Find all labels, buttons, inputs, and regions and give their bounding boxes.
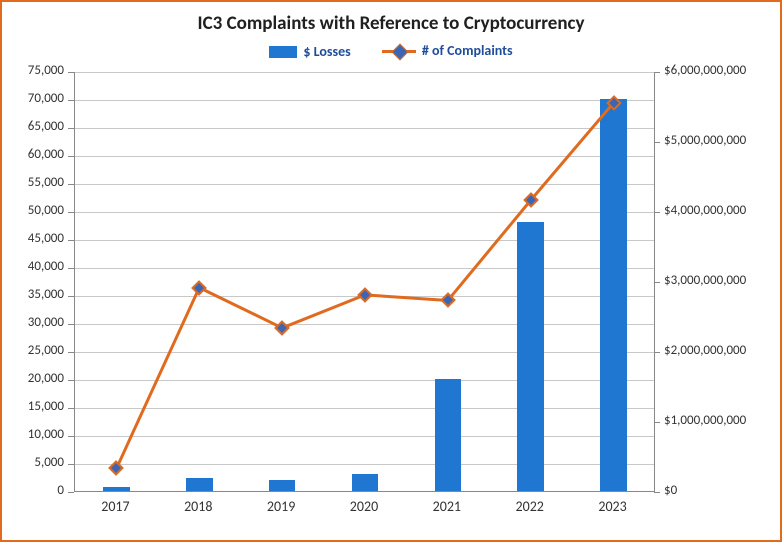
x-label: 2017	[74, 498, 157, 515]
x-label: 2018	[157, 498, 240, 515]
y-right-tick	[654, 142, 660, 143]
y-left-tick	[68, 296, 74, 297]
y-right-tick	[654, 282, 660, 283]
y-left-tick	[68, 324, 74, 325]
y-left-tick	[68, 72, 74, 73]
y-left-label: 0	[2, 483, 64, 498]
y-left-label: 30,000	[2, 315, 64, 330]
x-label: 2023	[571, 498, 654, 515]
y-left-tick	[68, 128, 74, 129]
y-right-label: $1,000,000,000	[664, 413, 746, 428]
y-left-tick	[68, 380, 74, 381]
x-label: 2022	[488, 498, 571, 515]
y-left-tick	[68, 268, 74, 269]
y-left-label: 75,000	[2, 63, 64, 78]
y-left-tick	[68, 240, 74, 241]
chart-frame: IC3 Complaints with Reference to Cryptoc…	[0, 0, 782, 542]
y-left-tick	[68, 436, 74, 437]
y-left-tick	[68, 184, 74, 185]
y-left-label: 65,000	[2, 119, 64, 134]
y-right-tick	[654, 72, 660, 73]
y-left-label: 20,000	[2, 371, 64, 386]
y-right-label: $6,000,000,000	[664, 63, 746, 78]
x-label: 2019	[240, 498, 323, 515]
y-right-label: $0	[664, 483, 677, 498]
y-left-label: 10,000	[2, 427, 64, 442]
plot-area	[74, 72, 654, 492]
y-right-label: $5,000,000,000	[664, 133, 746, 148]
y-right-label: $2,000,000,000	[664, 343, 746, 358]
y-left-tick	[68, 464, 74, 465]
y-right-tick	[654, 492, 660, 493]
x-label: 2020	[323, 498, 406, 515]
y-right-tick	[654, 422, 660, 423]
y-right-tick	[654, 352, 660, 353]
y-left-label: 55,000	[2, 175, 64, 190]
y-left-label: 70,000	[2, 91, 64, 106]
y-right-tick	[654, 212, 660, 213]
bar-swatch-icon	[269, 46, 297, 58]
chart-title: IC3 Complaints with Reference to Cryptoc…	[2, 12, 780, 35]
legend-label-losses: $ Losses	[303, 43, 350, 60]
y-right-label: $3,000,000,000	[664, 273, 746, 288]
y-left-label: 5,000	[2, 455, 64, 470]
y-left-label: 45,000	[2, 231, 64, 246]
line-complaints	[75, 72, 655, 492]
x-label: 2021	[405, 498, 488, 515]
y-left-label: 15,000	[2, 399, 64, 414]
legend-item-losses: $ Losses	[269, 43, 350, 60]
y-left-tick	[68, 492, 74, 493]
y-left-label: 50,000	[2, 203, 64, 218]
line-swatch-icon	[382, 44, 416, 58]
y-left-tick	[68, 408, 74, 409]
y-left-label: 60,000	[2, 147, 64, 162]
y-left-tick	[68, 212, 74, 213]
legend-label-complaints: # of Complaints	[422, 42, 513, 59]
chart-legend: $ Losses # of Complaints	[2, 42, 780, 62]
y-left-tick	[68, 156, 74, 157]
y-right-label: $4,000,000,000	[664, 203, 746, 218]
y-left-tick	[68, 100, 74, 101]
y-left-label: 25,000	[2, 343, 64, 358]
legend-item-complaints: # of Complaints	[382, 42, 513, 59]
y-left-label: 40,000	[2, 259, 64, 274]
y-left-tick	[68, 352, 74, 353]
y-left-label: 35,000	[2, 287, 64, 302]
